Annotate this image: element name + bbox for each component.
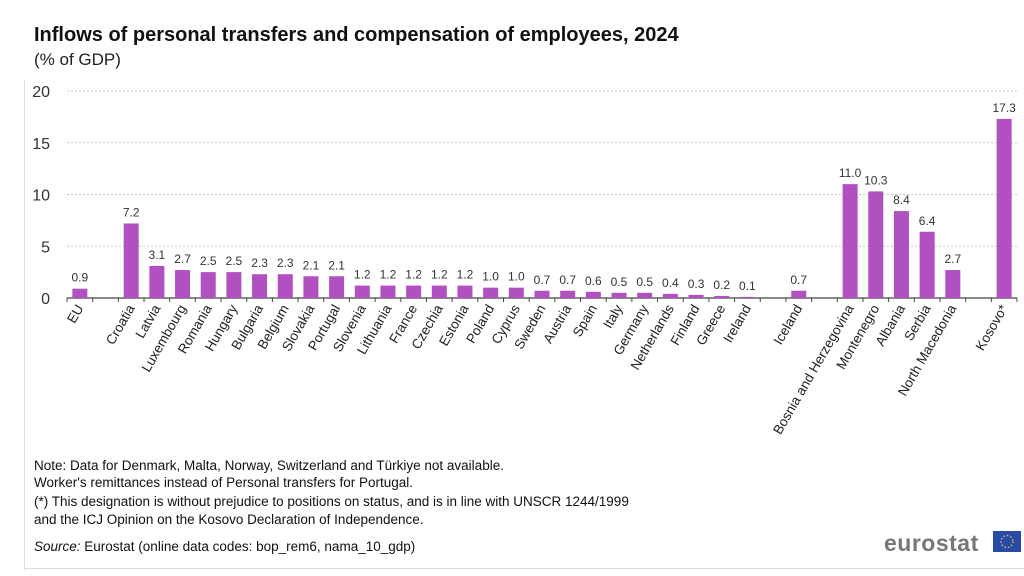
eu-flag-icon bbox=[993, 531, 1021, 552]
bar bbox=[406, 285, 422, 298]
data-label: 0.7 bbox=[559, 273, 576, 287]
data-label: 10.3 bbox=[864, 173, 888, 187]
data-label: 0.9 bbox=[71, 271, 88, 285]
note-line: (*) This designation is without prejudic… bbox=[34, 494, 629, 509]
bar bbox=[611, 292, 627, 298]
source-note: Source: Eurostat (online data codes: bop… bbox=[34, 539, 415, 554]
x-tick-label: Italy bbox=[600, 302, 625, 331]
data-label: 3.1 bbox=[149, 248, 166, 262]
x-tick-label: Spain bbox=[570, 302, 600, 339]
data-label: 0.5 bbox=[611, 275, 628, 289]
data-label: 11.0 bbox=[839, 166, 862, 180]
data-label: 2.3 bbox=[251, 256, 268, 270]
bar bbox=[149, 265, 165, 298]
y-tick-label: 15 bbox=[32, 136, 50, 153]
bar bbox=[919, 231, 935, 298]
y-tick-label: 20 bbox=[32, 84, 50, 101]
bar bbox=[893, 211, 909, 298]
bar bbox=[560, 290, 576, 298]
bar bbox=[431, 285, 447, 298]
bar bbox=[534, 290, 550, 298]
bar bbox=[354, 285, 370, 298]
data-label: 2.5 bbox=[200, 254, 217, 268]
data-label: 2.1 bbox=[328, 258, 345, 272]
y-axis-unit: (% of GDP) bbox=[34, 50, 121, 69]
x-tick-label: EU bbox=[64, 302, 86, 326]
data-label: 0.3 bbox=[688, 277, 705, 291]
bar bbox=[226, 272, 242, 298]
bar bbox=[175, 270, 191, 298]
data-label: 2.5 bbox=[226, 254, 243, 268]
bar bbox=[791, 290, 807, 298]
bar bbox=[277, 274, 293, 298]
data-label: 0.6 bbox=[585, 274, 602, 288]
note-line: Worker's remittances instead of Personal… bbox=[34, 475, 413, 490]
data-label: 2.1 bbox=[303, 258, 320, 272]
data-label: 2.7 bbox=[174, 252, 191, 266]
bar bbox=[380, 285, 396, 298]
data-label: 8.4 bbox=[893, 193, 910, 207]
data-label: 17.3 bbox=[992, 101, 1016, 115]
data-label: 0.7 bbox=[790, 273, 807, 287]
bar bbox=[72, 288, 88, 298]
bar bbox=[688, 294, 704, 298]
source-text: Eurostat (online data codes: bop_rem6, n… bbox=[80, 539, 416, 554]
y-tick-label: 10 bbox=[32, 188, 50, 205]
data-label: 1.2 bbox=[380, 268, 397, 282]
x-tick-label: Kosovo* bbox=[973, 301, 1012, 353]
bar bbox=[508, 287, 524, 298]
data-label: 0.2 bbox=[713, 278, 730, 292]
frame-line bbox=[24, 80, 25, 570]
x-tick-label: Croatia bbox=[103, 302, 138, 348]
data-label: 2.3 bbox=[277, 256, 294, 270]
y-tick-label: 5 bbox=[41, 239, 50, 256]
data-label: 7.2 bbox=[123, 205, 140, 219]
bar bbox=[842, 184, 858, 298]
frame-line bbox=[24, 568, 1024, 569]
bar bbox=[637, 292, 653, 298]
data-label: 1.0 bbox=[482, 270, 499, 284]
bar bbox=[868, 191, 884, 298]
bar-chart: 051015200.9EU7.2Croatia3.1Latvia2.7Luxem… bbox=[32, 84, 1018, 437]
bar bbox=[252, 274, 268, 298]
chart-title: Inflows of personal transfers and compen… bbox=[34, 24, 679, 46]
bar bbox=[329, 276, 345, 298]
y-tick-label: 0 bbox=[41, 291, 50, 308]
bar bbox=[996, 118, 1012, 298]
bar bbox=[585, 291, 601, 298]
data-label: 1.2 bbox=[354, 268, 371, 282]
bar bbox=[200, 272, 216, 298]
data-label: 0.1 bbox=[739, 279, 756, 293]
x-tick-label: Iceland bbox=[771, 302, 806, 347]
data-label: 1.2 bbox=[405, 268, 422, 282]
note-line: Note: Data for Denmark, Malta, Norway, S… bbox=[34, 458, 504, 473]
data-label: 6.4 bbox=[919, 214, 936, 228]
bar bbox=[739, 296, 755, 298]
data-label: 1.2 bbox=[457, 268, 474, 282]
bar bbox=[945, 270, 961, 298]
eurostat-logo: eurostat bbox=[884, 530, 979, 556]
data-label: 0.7 bbox=[534, 273, 551, 287]
bar bbox=[662, 293, 678, 298]
source-label: Source: bbox=[34, 539, 81, 554]
data-label: 0.5 bbox=[636, 275, 653, 289]
data-label: 0.4 bbox=[662, 276, 679, 290]
note-line: and the ICJ Opinion on the Kosovo Declar… bbox=[34, 512, 424, 527]
bar bbox=[303, 276, 319, 298]
bar bbox=[714, 295, 730, 298]
bar bbox=[123, 223, 139, 298]
data-label: 1.0 bbox=[508, 270, 525, 284]
data-label: 2.7 bbox=[944, 252, 961, 266]
data-label: 1.2 bbox=[431, 268, 448, 282]
bar bbox=[483, 287, 499, 298]
bar bbox=[457, 285, 473, 298]
